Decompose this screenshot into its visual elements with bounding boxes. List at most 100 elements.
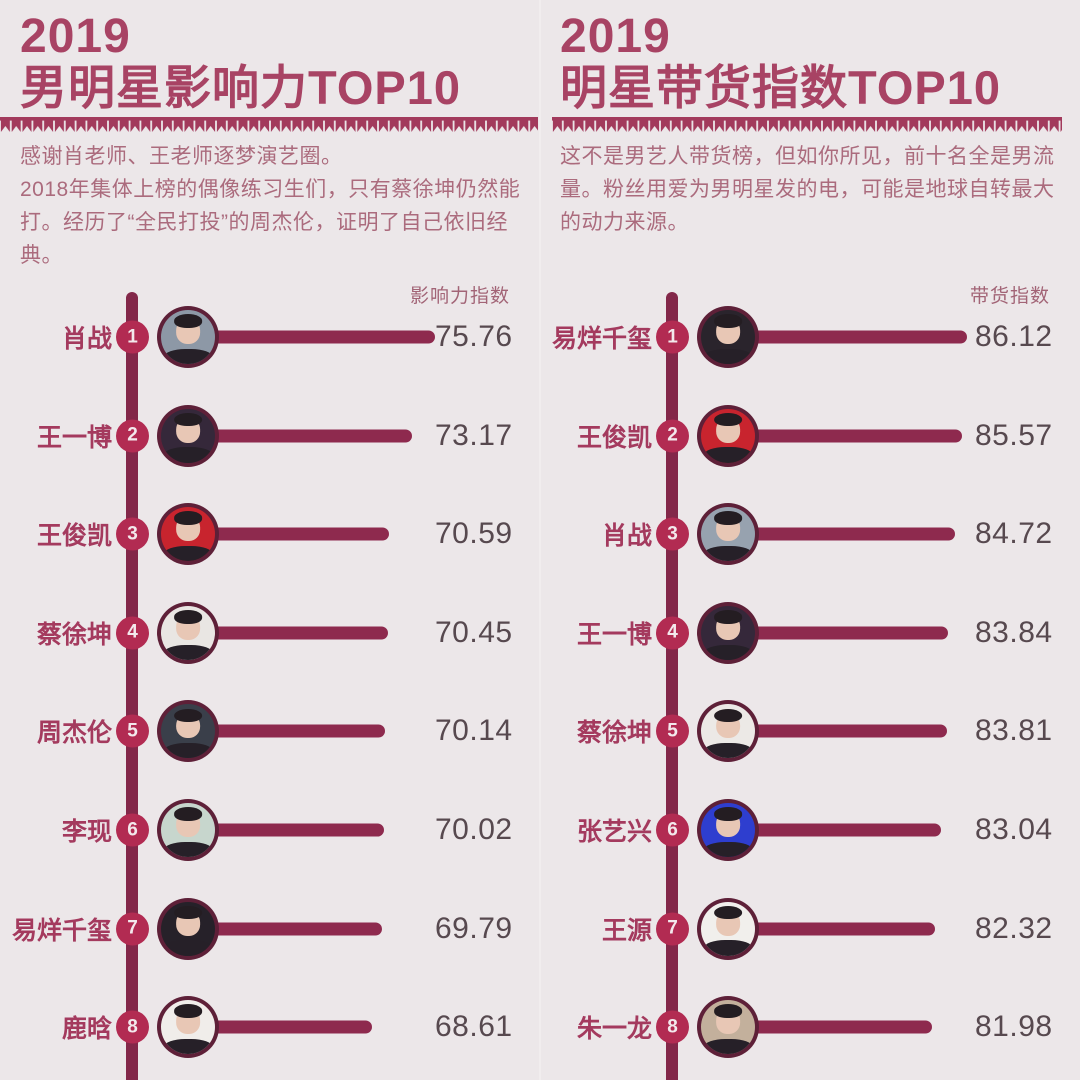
score-value: 86.12 [975,320,1053,353]
avatar-face [713,708,742,739]
rank-number: 2 [127,424,138,446]
avatar-face [173,905,202,936]
score-value: 68.61 [435,1010,513,1044]
score-bar [742,527,956,541]
avatar-photo [161,1000,215,1055]
chart-row: 王一博 2 73.17 [0,404,540,468]
panel-seam-divider [539,0,541,1080]
timeline-spine [126,292,138,1080]
filmstrip-border [552,117,1062,133]
rank-number: 7 [127,917,138,939]
rank-badge: 2 [656,419,689,453]
chart-row: 王俊凯 3 70.59 [0,502,540,566]
score-bar [742,922,935,936]
avatar-torso [164,1039,212,1055]
chart-row: 王一博 4 83.84 [540,601,1080,665]
avatar [157,996,219,1059]
score-bar [202,626,389,640]
star-name: 蔡徐坤 [36,620,112,649]
chart-row: 王源 7 82.32 [540,897,1080,961]
avatar-photo [161,704,215,759]
score-value: 70.02 [435,813,513,846]
chart-row: 肖战 3 84.72 [540,502,1080,566]
rank-badge: 5 [116,714,149,748]
star-name: 王源 [601,916,652,945]
score-bar [202,330,435,344]
avatar-face [713,314,742,344]
rank-badge: 8 [116,1010,149,1044]
avatar [157,404,219,467]
avatar-photo [701,408,755,463]
rank-number: 8 [127,1016,138,1038]
avatar-photo [701,803,755,857]
avatar-photo [161,507,215,562]
score-value: 84.72 [975,517,1053,551]
avatar-photo [161,605,215,660]
score-bar [742,724,948,738]
title-year: 2019 [20,10,131,63]
score-bar [202,1020,372,1034]
avatar [697,503,759,566]
avatar-photo [701,310,755,364]
influence-chart: 影响力指数 肖战 1 75.76 王一博 2 73.17 王 [0,286,540,1080]
intro-text: 感谢肖老师、王老师逐梦演艺圈。 2018年集体上榜的偶像练习生们，只有蔡徐坤仍然… [20,145,521,267]
rank-badge: 1 [116,320,149,354]
avatar [157,306,219,368]
star-name: 李现 [61,818,112,846]
avatar-torso [704,644,752,660]
rank-number: 8 [667,1016,678,1038]
avatar [697,404,759,467]
value-column-label: 影响力指数 [409,286,510,307]
avatar-photo [701,704,755,759]
avatar-torso [704,546,752,562]
avatar-photo [701,1000,755,1055]
score-bar [202,527,390,541]
title-year: 2019 [560,10,671,63]
score-bar [202,922,383,936]
avatar [157,897,219,960]
rank-badge: 5 [656,714,689,748]
rank-badge: 3 [116,517,149,551]
star-name: 张艺兴 [576,818,652,846]
chart-row: 李现 6 70.02 [0,798,540,862]
score-bar [742,626,948,640]
panel-influence-top10: 2019 男明星影响力TOP10 感谢肖老师、王老师逐梦演艺圈。 2018年集体… [0,10,540,1080]
rank-badge: 4 [116,616,149,650]
star-name: 王一博 [576,620,652,649]
star-name: 鹿晗 [61,1015,112,1044]
avatar [697,799,759,861]
panel-sales-index-top10: 2019 明星带货指数TOP10 这不是男艺人带货榜，但如你所见，前十名全是男流… [540,0,1080,1080]
avatar-photo [161,408,215,463]
avatar [157,503,219,566]
chart-row: 张艺兴 6 83.04 [540,798,1080,862]
avatar-face [173,511,202,542]
rank-badge: 7 [116,912,149,946]
value-column-label: 带货指数 [969,286,1050,307]
avatar-torso [704,1039,752,1055]
chart-row: 肖战 1 75.76 [0,305,540,369]
chart-row: 王俊凯 2 85.57 [540,404,1080,468]
avatar [697,897,759,960]
rank-badge: 4 [656,616,689,650]
timeline-spine [666,292,678,1080]
avatar-torso [704,743,752,759]
chart-row: 朱一龙 8 81.98 [540,995,1080,1059]
avatar-face [713,807,742,837]
rank-badge: 7 [656,912,689,946]
avatar-face [173,314,202,344]
score-value: 83.84 [975,615,1053,649]
avatar-torso [164,546,212,562]
chart-row: 易烊千玺 7 69.79 [0,897,540,961]
avatar-face [713,412,742,443]
star-name: 王一博 [36,423,112,452]
avatar-photo [701,605,755,660]
score-bar [202,823,385,837]
chart-rows: 肖战 1 75.76 王一博 2 73.17 王俊凯 3 [0,305,540,1059]
avatar-torso [704,940,752,956]
score-value: 70.59 [435,517,513,551]
avatar [697,700,759,763]
star-name: 蔡徐坤 [576,719,652,748]
score-value: 85.57 [975,418,1053,452]
score-value: 82.32 [975,911,1053,945]
